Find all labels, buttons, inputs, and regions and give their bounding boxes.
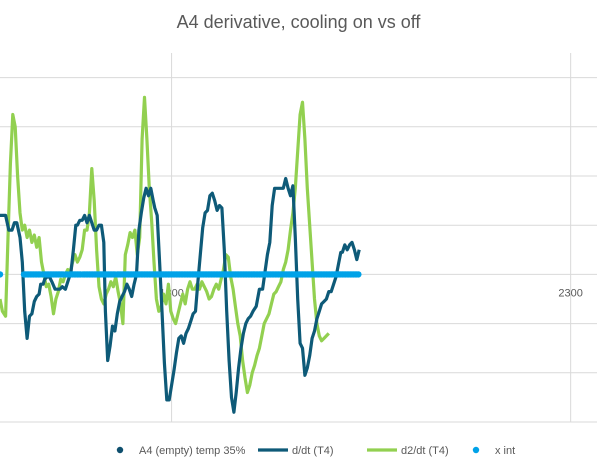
legend-item: A4 (empty) temp 35% <box>116 445 246 457</box>
chart-title: A4 derivative, cooling on vs off <box>176 12 421 32</box>
legend-label: d2/dt (T4) <box>401 445 449 457</box>
series-line-ddt <box>0 176 361 414</box>
legend-marker <box>116 446 124 454</box>
x-tick-label: 2300 <box>558 287 582 299</box>
legend: A4 (empty) temp 35% d/dt (T4) d2/dt (T4) x … <box>116 445 515 457</box>
legend-label: A4 (empty) temp 35% <box>139 445 246 457</box>
legend-label: x int <box>495 445 515 457</box>
x-int-point <box>355 271 362 278</box>
legend-item: x int <box>472 445 515 457</box>
legend-item: d2/dt (T4) <box>367 445 449 457</box>
legend-marker <box>472 446 480 454</box>
legend-item: d/dt (T4) <box>258 445 334 457</box>
series-line-d2dt <box>0 95 330 395</box>
series-layer <box>0 95 362 414</box>
gridlines <box>0 53 597 423</box>
legend-label: d/dt (T4) <box>292 445 334 457</box>
x-int-point <box>0 271 4 278</box>
